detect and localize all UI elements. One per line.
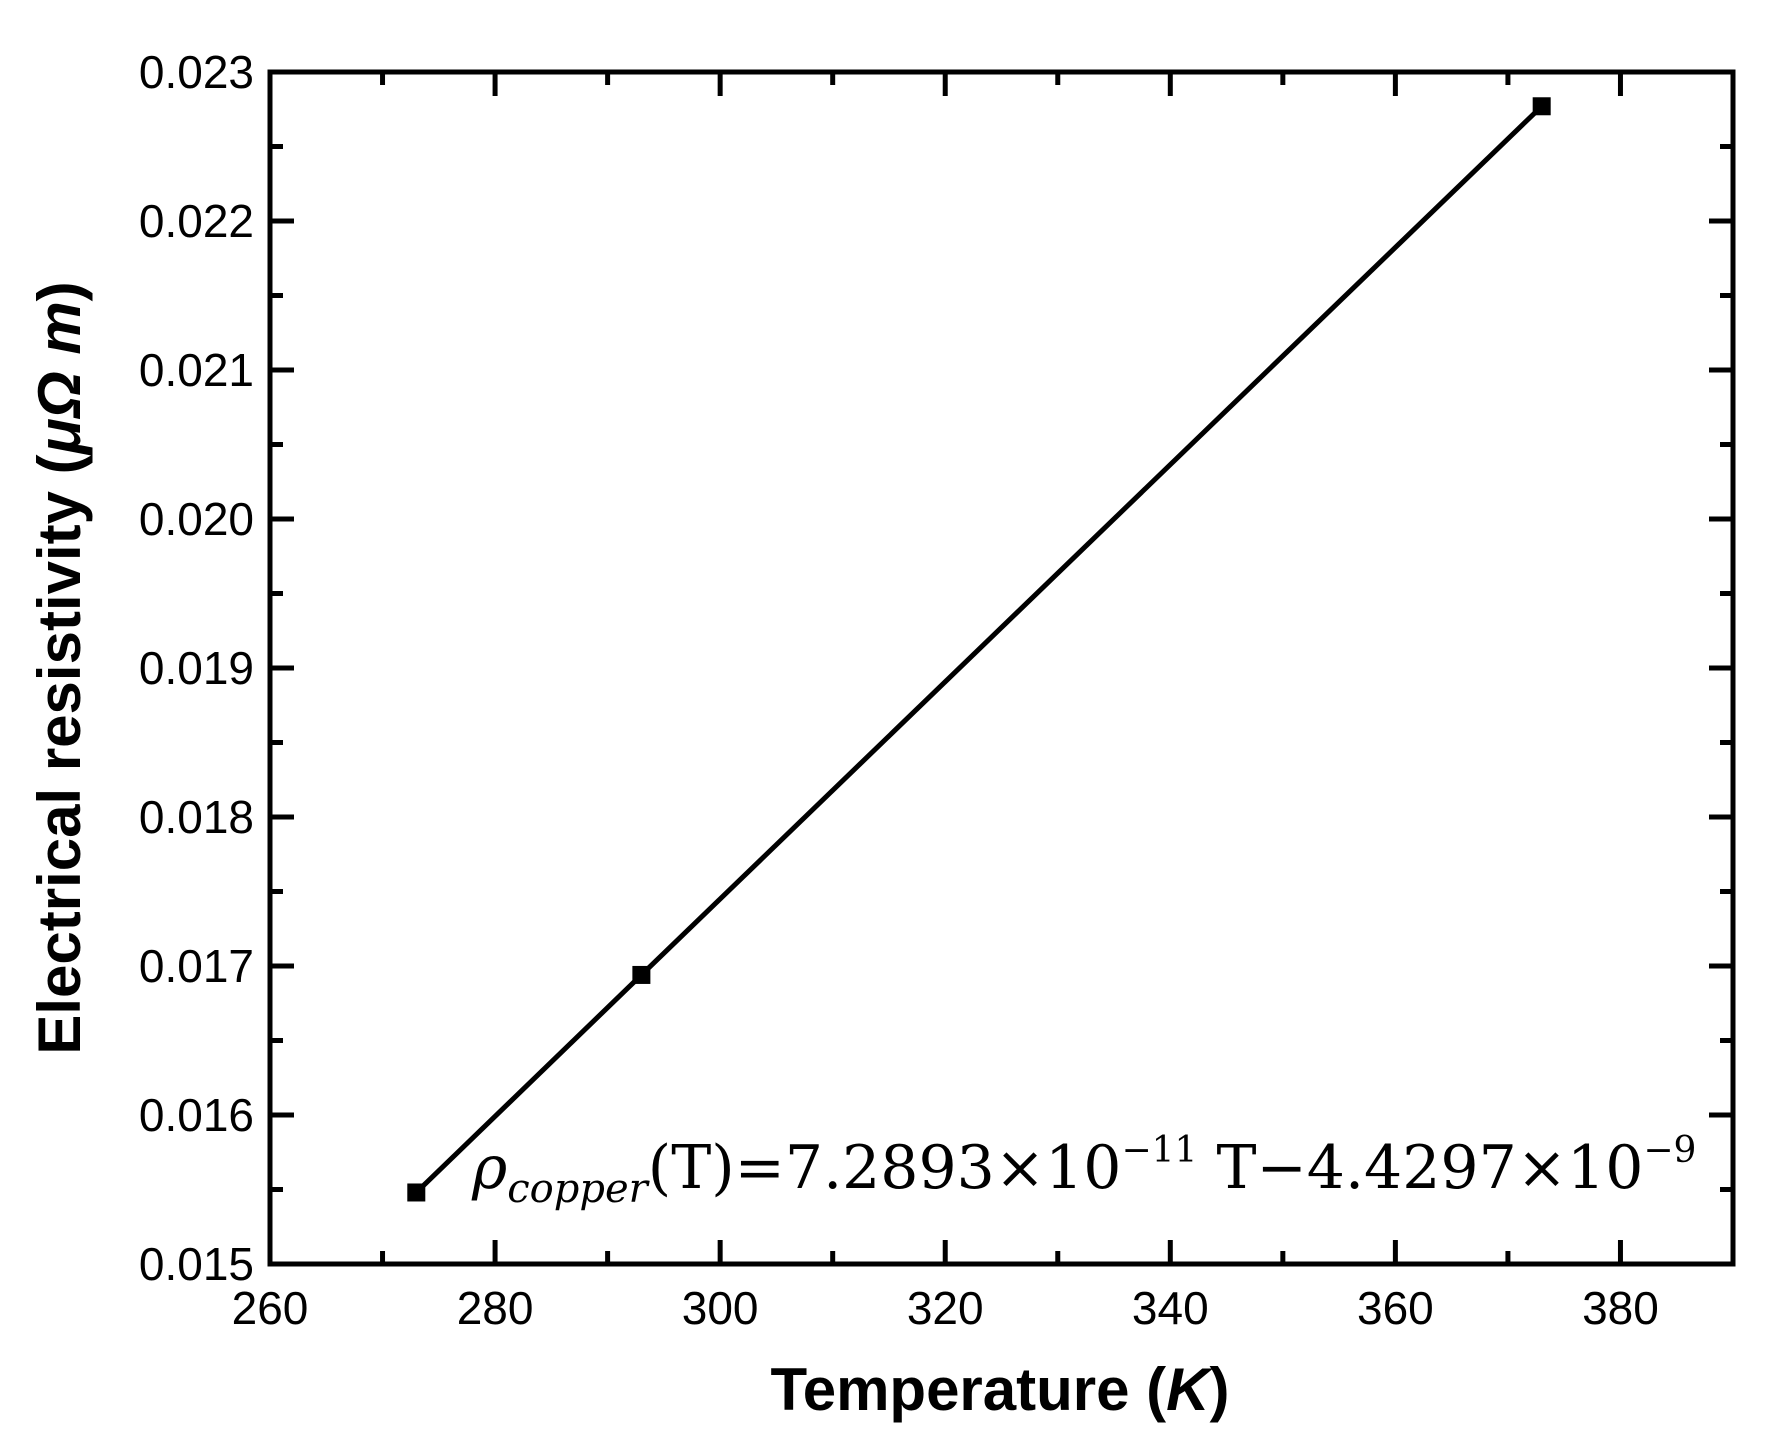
y-tick-label: 0.019 <box>139 642 254 694</box>
tick-labels-layer: 260 280 300 320 340 360 380 0.015 0.016 0.017 0.01… <box>139 46 1659 1334</box>
data-point-marker <box>632 965 651 984</box>
y-tick-label: 0.020 <box>139 493 254 545</box>
equation-mid: T−4.4297×10 <box>1197 1133 1643 1203</box>
y-tick-label: 0.018 <box>139 791 254 843</box>
x-axis-title-unit: K <box>1166 1356 1213 1423</box>
y-tick-label: 0.023 <box>139 46 254 98</box>
data-point-marker <box>407 1183 426 1202</box>
equation-annotation: ρcopper(T)=7.2893×10−11 T−4.4297×10−9 <box>471 1130 1696 1212</box>
x-tick-label: 340 <box>1132 1282 1209 1334</box>
y-axis-title: Electrical resistivity (μΩ m) <box>26 281 93 1054</box>
x-axis-title: Temperature (K) <box>771 1356 1230 1423</box>
y-axis-title-unit: μΩ m <box>26 301 93 456</box>
equation-exponent-2: −9 <box>1643 1130 1696 1171</box>
x-tick-label: 320 <box>907 1282 984 1334</box>
equation-exponent-1: −11 <box>1121 1130 1197 1171</box>
x-axis-title-main: Temperature ( <box>771 1356 1167 1423</box>
equation-body: (T)=7.2893×10 <box>648 1133 1122 1203</box>
y-axis-title-close: ) <box>26 281 93 301</box>
series-line <box>414 104 1544 1195</box>
x-tick-label: 380 <box>1582 1282 1659 1334</box>
x-tick-label: 260 <box>232 1282 309 1334</box>
plot-frame <box>267 69 1736 1267</box>
series-layer <box>407 97 1551 1202</box>
equation-subscript: copper <box>507 1166 650 1212</box>
y-tick-label: 0.015 <box>139 1238 254 1290</box>
equation-rho: ρ <box>471 1133 507 1203</box>
y-tick-label: 0.017 <box>139 940 254 992</box>
x-tick-label: 300 <box>682 1282 759 1334</box>
data-point-marker <box>1532 97 1551 116</box>
x-tick-label: 280 <box>457 1282 534 1334</box>
y-tick-label: 0.016 <box>139 1089 254 1141</box>
y-axis-title-main: Electrical resistivity ( <box>26 454 93 1054</box>
x-axis-title-close: ) <box>1210 1356 1230 1423</box>
x-tick-label: 360 <box>1357 1282 1434 1334</box>
y-tick-label: 0.021 <box>139 344 254 396</box>
y-tick-label: 0.022 <box>139 195 254 247</box>
ticks-layer <box>267 69 1736 1267</box>
